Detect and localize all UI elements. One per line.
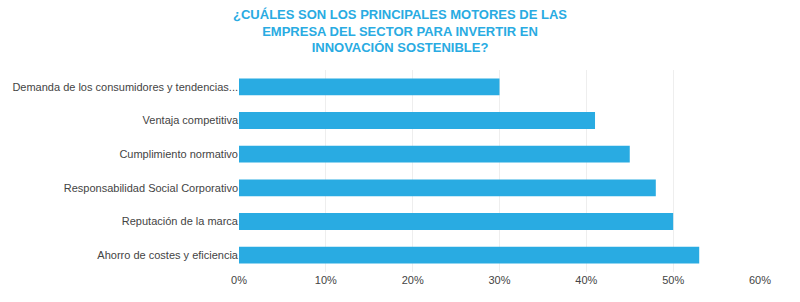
svg-text:60%: 60%: [749, 274, 771, 286]
svg-text:Demanda de los consumidores y: Demanda de los consumidores y tendencias…: [12, 81, 238, 93]
svg-text:20%: 20%: [402, 274, 424, 286]
svg-text:Ahorro de costes y eficiencia: Ahorro de costes y eficiencia: [97, 249, 239, 261]
svg-text:30%: 30%: [488, 274, 510, 286]
svg-text:Cumplimiento normativo: Cumplimiento normativo: [119, 148, 238, 160]
svg-text:¿CUÁLES SON LOS PRINCIPALES MO: ¿CUÁLES SON LOS PRINCIPALES MOTORES DE L…: [233, 7, 567, 56]
svg-text:10%: 10%: [315, 274, 337, 286]
svg-text:40%: 40%: [575, 274, 597, 286]
svg-text:50%: 50%: [662, 274, 684, 286]
svg-text:Ventaja competitiva: Ventaja competitiva: [143, 114, 239, 126]
svg-text:Reputación de la marca: Reputación de la marca: [122, 215, 239, 227]
svg-text:0%: 0%: [231, 274, 247, 286]
svg-text:Responsabilidad Social Corpora: Responsabilidad Social Corporativo: [64, 182, 238, 194]
